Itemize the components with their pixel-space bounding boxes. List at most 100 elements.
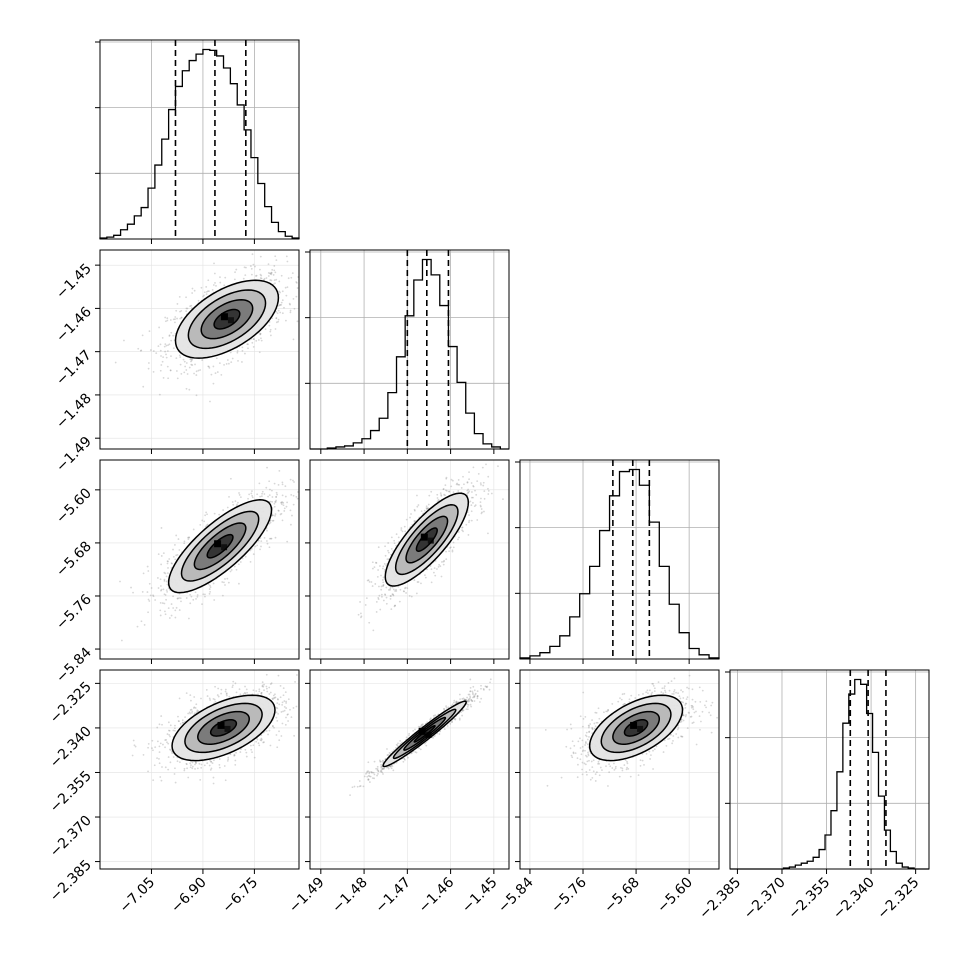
sample-point [168, 734, 171, 736]
sample-point [202, 593, 205, 596]
sample-point [169, 369, 172, 372]
sample-point [155, 352, 158, 355]
sample-point [161, 337, 164, 339]
sample-point [232, 680, 235, 683]
sample-point [269, 500, 272, 503]
sample-point [251, 341, 254, 344]
sample-point [158, 751, 161, 754]
sample-point [163, 345, 166, 348]
sample-point [387, 549, 389, 552]
sample-point [189, 602, 192, 605]
sample-point [166, 741, 168, 744]
sample-point [386, 558, 389, 561]
sample-point [437, 498, 440, 501]
sample-point [482, 455, 484, 457]
sample-point [445, 476, 448, 479]
sample-point [283, 706, 286, 708]
sample-point [199, 523, 202, 526]
sample-point [238, 494, 241, 496]
sample-point [277, 320, 280, 323]
sample-point [275, 495, 278, 498]
sample-point [328, 685, 330, 687]
sample-point [472, 484, 475, 487]
sample-point [152, 749, 154, 752]
sample-point [206, 695, 209, 697]
sample-point [304, 490, 306, 492]
sample-point [147, 770, 149, 773]
sample-point [227, 362, 230, 365]
sample-point [215, 284, 217, 287]
sample-point [279, 513, 282, 516]
sample-point [245, 266, 247, 269]
sample-point [296, 320, 299, 323]
sample-point [205, 286, 208, 288]
sample-point [382, 585, 384, 588]
sample-point [146, 565, 149, 568]
sample-point [177, 597, 179, 600]
sample-point [162, 376, 165, 379]
sample-point [274, 514, 276, 517]
contour-line-1 [200, 298, 254, 340]
sample-point [295, 495, 298, 498]
sample-point [466, 481, 469, 484]
sample-point [212, 382, 215, 385]
sample-point [224, 584, 226, 586]
sample-point [278, 703, 281, 706]
sample-point [195, 761, 197, 763]
sample-point [382, 584, 385, 586]
sample-point [408, 595, 411, 597]
sample-point [223, 581, 225, 584]
sample-point [393, 605, 396, 608]
sample-point [269, 691, 272, 694]
sample-point [382, 576, 385, 579]
sample-point [261, 492, 263, 495]
sample-point [142, 572, 145, 575]
sample-point [233, 565, 236, 568]
sample-point [160, 588, 163, 591]
sample-point [246, 691, 248, 694]
sample-point [279, 303, 282, 306]
sample-point [269, 330, 272, 333]
sample-point [188, 388, 191, 391]
sample-point [479, 482, 482, 485]
panel-content [310, 455, 509, 659]
sample-point [287, 277, 290, 280]
sample-point [245, 688, 248, 691]
sample-point [262, 685, 265, 688]
sample-point [372, 629, 375, 632]
sample-point [271, 725, 274, 727]
sample-point [200, 286, 203, 289]
sample-point [259, 495, 262, 498]
sample-point [233, 753, 236, 756]
sample-point [471, 491, 473, 493]
sample-point [237, 359, 239, 362]
sample-point [152, 594, 154, 597]
sample-point [164, 316, 167, 319]
sample-point [280, 303, 283, 306]
sample-point [162, 552, 165, 555]
sample-point [275, 499, 277, 502]
sample-point [253, 338, 255, 340]
sample-point [280, 274, 283, 277]
sample-point [143, 624, 146, 626]
sample-point [476, 480, 479, 482]
sample-point [275, 491, 278, 494]
sample-point [217, 695, 220, 698]
sample-point [244, 274, 247, 277]
sample-point [220, 373, 223, 376]
sample-point [141, 591, 144, 593]
sample-point [190, 304, 193, 307]
sample-point [186, 373, 189, 375]
sample-point [440, 494, 442, 496]
sample-point [180, 600, 182, 603]
sample-point [263, 741, 265, 744]
sample-point [272, 274, 275, 276]
sample-point [167, 756, 170, 758]
sample-point [191, 307, 193, 309]
sample-point [445, 477, 448, 480]
sample-point [191, 358, 194, 361]
sample-point [405, 592, 407, 594]
sample-point [190, 358, 193, 361]
sample-point [170, 355, 172, 358]
sample-point [292, 479, 294, 482]
